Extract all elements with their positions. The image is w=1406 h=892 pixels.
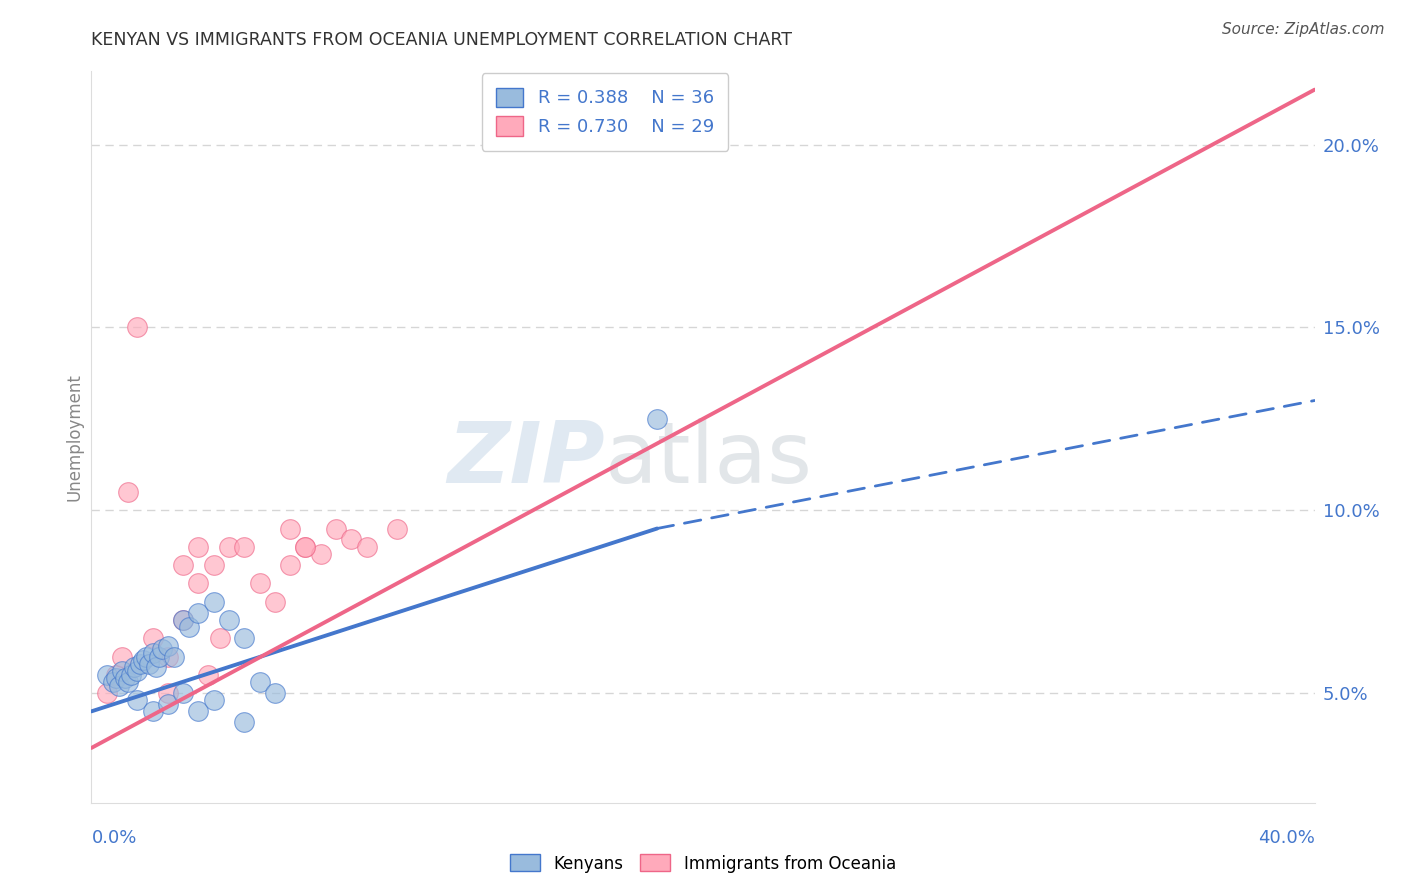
Point (127, 664, 149, 678)
Point (141, 632, 163, 646)
Point (127, 320, 149, 334)
Point (132, 653, 155, 667)
Point (111, 664, 134, 678)
Point (145, 660, 167, 674)
Point (138, 657, 160, 671)
Point (104, 667, 127, 681)
Point (202, 558, 225, 573)
Point (187, 576, 209, 591)
Text: KENYAN VS IMMIGRANTS FROM OCEANIA UNEMPLOYMENT CORRELATION CHART: KENYAN VS IMMIGRANTS FROM OCEANIA UNEMPL… (91, 31, 793, 49)
Point (108, 679, 131, 693)
Point (104, 672, 127, 686)
Point (150, 642, 173, 657)
Point (233, 715, 256, 730)
Point (187, 606, 209, 620)
Point (156, 686, 179, 700)
Point (96, 686, 118, 700)
Point (645, 412, 668, 426)
Y-axis label: Unemployment: Unemployment (65, 373, 83, 501)
Text: atlas: atlas (605, 417, 813, 500)
Text: ZIP: ZIP (447, 417, 605, 500)
Point (294, 540, 316, 554)
Point (141, 705, 163, 719)
Point (202, 693, 225, 707)
Point (148, 649, 170, 664)
Point (156, 697, 179, 711)
Point (218, 540, 240, 554)
Point (114, 672, 136, 686)
Point (111, 649, 134, 664)
Point (172, 613, 194, 627)
Point (163, 649, 186, 664)
Text: 40.0%: 40.0% (1258, 830, 1315, 847)
Point (179, 620, 201, 634)
Point (278, 521, 301, 535)
Point (202, 594, 225, 608)
Point (325, 521, 347, 535)
Point (187, 540, 209, 554)
Point (197, 667, 219, 681)
Point (129, 657, 152, 671)
Point (233, 632, 256, 646)
Point (96, 667, 118, 681)
Point (187, 705, 209, 719)
Text: Source: ZipAtlas.com: Source: ZipAtlas.com (1222, 22, 1385, 37)
Legend: R = 0.388    N = 36, R = 0.730    N = 29: R = 0.388 N = 36, R = 0.730 N = 29 (482, 73, 728, 151)
Point (294, 540, 316, 554)
Point (264, 686, 287, 700)
Point (156, 649, 179, 664)
Legend: Kenyans, Immigrants from Oceania: Kenyans, Immigrants from Oceania (503, 847, 903, 880)
Point (278, 558, 301, 573)
Point (309, 547, 332, 561)
Point (172, 558, 194, 573)
Point (385, 521, 409, 535)
Point (208, 632, 231, 646)
Text: 0.0%: 0.0% (91, 830, 136, 847)
Point (356, 540, 378, 554)
Point (117, 485, 139, 500)
Point (172, 613, 194, 627)
Point (120, 667, 142, 681)
Point (172, 686, 194, 700)
Point (249, 675, 271, 690)
Point (141, 646, 163, 660)
Point (264, 594, 287, 608)
Point (249, 576, 271, 591)
Point (127, 693, 149, 707)
Point (218, 613, 240, 627)
Point (117, 675, 139, 690)
Point (233, 540, 256, 554)
Point (101, 675, 124, 690)
Point (676, 119, 699, 133)
Point (122, 660, 145, 674)
Point (156, 639, 179, 653)
Point (135, 649, 157, 664)
Point (340, 533, 363, 547)
